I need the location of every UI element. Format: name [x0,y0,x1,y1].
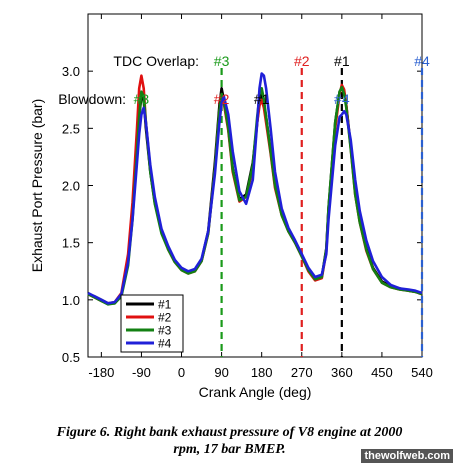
series-line-cyl4 [87,72,423,305]
y-tick-label: 1.0 [62,293,80,308]
blowdown-mark-label: #2 [214,91,230,107]
y-axis-label: Exhaust Port Pressure (bar) [29,99,45,273]
caption-line-2: rpm, 17 bar BMEP. [173,442,286,457]
watermark: thewolfweb.com [361,449,453,463]
blowdown-mark-label: #4 [334,91,350,107]
x-tick-label: -180 [88,365,114,380]
x-tick-label: 180 [251,365,273,380]
x-tick-label: 90 [214,365,228,380]
figure-caption: Figure 6. Right bank exhaust pressure of… [8,424,451,458]
blowdown-mark-label: #3 [134,91,150,107]
x-axis-label: Crank Angle (deg) [199,384,312,400]
x-tick-label: 450 [371,365,393,380]
exhaust-pressure-chart: -180 -90 0 90 180 270 360 450 540 0.5 1.0 1.5 2.0 2.5… [29,13,433,400]
series-line-cyl3 [87,85,423,306]
x-tick-label: 360 [331,365,353,380]
tdc-mark-label: #3 [214,53,230,69]
legend-entry-label: #2 [158,311,172,325]
blowdown-label: Blowdown: [58,91,126,107]
x-tick-label: 270 [291,365,313,380]
x-tick-label: -90 [132,365,151,380]
tdc-mark-label: #2 [294,53,310,69]
legend-entry-label: #1 [158,298,172,312]
y-tick-label: 1.5 [62,236,80,251]
y-tick-label: 0.5 [62,350,80,365]
tdc-mark-label: #4 [414,53,430,69]
y-tick-label: 2.0 [62,179,80,194]
blowdown-mark-label: #1 [254,91,270,107]
y-tick-label: 2.5 [62,121,80,136]
x-tick-label: 540 [411,365,433,380]
legend-entry-label: #3 [158,324,172,338]
tdc-mark-label: #1 [334,53,350,69]
legend-entry-label: #4 [158,337,172,351]
y-tick-label: 3.0 [62,64,80,79]
tdc-overlap-label: TDC Overlap: [113,53,199,69]
x-tick-label: 0 [178,365,185,380]
caption-line-1: Figure 6. Right bank exhaust pressure of… [56,425,403,440]
